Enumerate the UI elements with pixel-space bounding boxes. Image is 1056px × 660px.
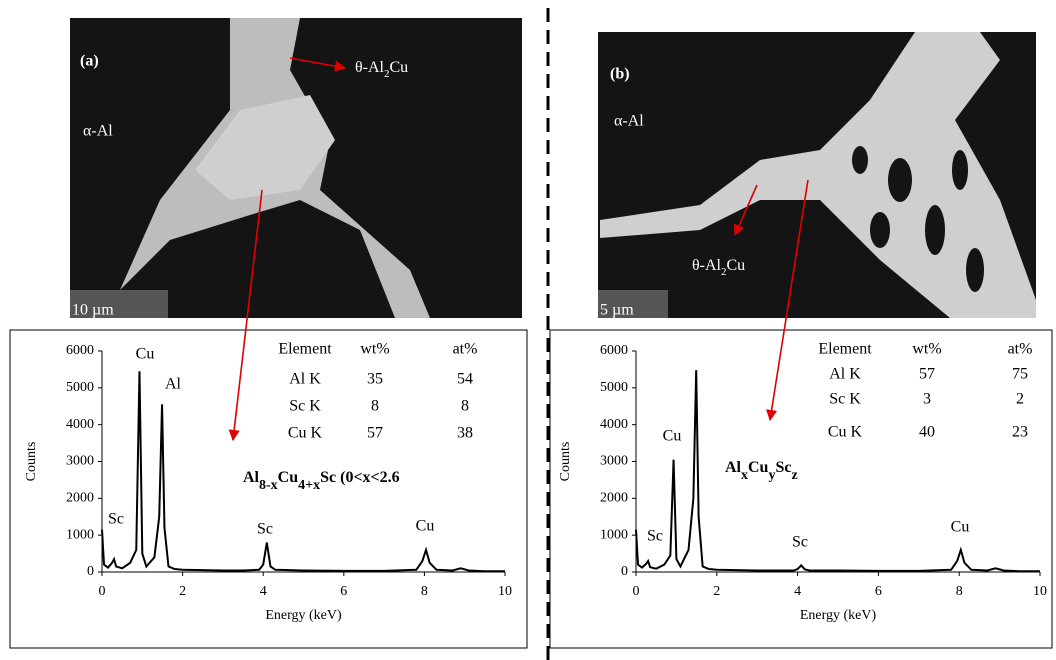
sem-image-a [70, 18, 522, 318]
x-tick-label: 0 [633, 584, 640, 599]
y-axis-title: Counts [24, 442, 39, 482]
y-tick-label: 2000 [600, 491, 628, 506]
table-header: Element [278, 341, 332, 358]
peak-label: Sc [792, 534, 808, 551]
table-cell: Al K [829, 366, 861, 383]
table-cell: 3 [923, 391, 931, 408]
x-axis-title: Energy (keV) [800, 608, 877, 623]
text-part: Cu [390, 59, 409, 76]
peak-label: Cu [951, 519, 970, 536]
table-cell: 35 [367, 371, 383, 388]
x-tick-label: 4 [260, 584, 267, 599]
subscript: z [791, 468, 797, 483]
table-cell: Cu K [828, 424, 863, 441]
peak-label: Sc [108, 511, 124, 528]
scale-label: 5 µm [600, 302, 634, 319]
table-header: at% [453, 341, 478, 358]
y-tick-label: 4000 [66, 417, 94, 432]
x-axis-title: Energy (keV) [265, 608, 342, 623]
subscript: 4+x [298, 478, 320, 493]
text-part: Al [725, 459, 742, 476]
table-cell: 40 [919, 424, 935, 441]
y-tick-label: 3000 [66, 454, 94, 469]
sem-image-b [598, 32, 1036, 318]
y-tick-label: 5000 [600, 380, 628, 395]
table-cell: 75 [1012, 366, 1028, 383]
y-tick-label: 2000 [66, 491, 94, 506]
peak-label: Cu [136, 346, 155, 363]
text-part: θ-Al [355, 59, 385, 76]
peak-label: Cu [663, 428, 682, 445]
y-tick-label: 6000 [66, 343, 94, 358]
panel-label: (b) [610, 66, 630, 83]
table-header: wt% [360, 341, 389, 358]
table-cell: Al K [289, 371, 321, 388]
y-tick-label: 5000 [66, 380, 94, 395]
table-header: Element [818, 341, 872, 358]
scale-label: 10 µm [72, 302, 114, 319]
y-tick-label: 0 [87, 564, 94, 579]
text-part: θ-Al [692, 257, 722, 274]
y-tick-label: 3000 [600, 454, 628, 469]
subscript: 8-x [259, 478, 278, 493]
text-part: Cu [278, 469, 299, 486]
table-cell: 54 [457, 371, 473, 388]
y-tick-label: 6000 [600, 343, 628, 358]
x-tick-label: 6 [875, 584, 882, 599]
peak-label: Cu [416, 518, 435, 535]
x-tick-label: 2 [179, 584, 186, 599]
matrix-label: α-Al [83, 123, 113, 140]
matrix-label: α-Al [614, 113, 644, 130]
x-tick-label: 10 [498, 584, 512, 599]
figure: (a) α-Al θ-Al 2 Cu 10 µm (b) α-Al θ-Al 2 Cu 5 µm 0 10… [0, 0, 1056, 660]
peak-label: Sc [647, 528, 663, 545]
x-tick-label: 8 [421, 584, 428, 599]
table-cell: 57 [919, 366, 935, 383]
x-tick-label: 2 [713, 584, 720, 599]
table-cell: Sc K [289, 398, 321, 415]
x-tick-label: 6 [340, 584, 347, 599]
table-cell: Cu K [288, 425, 323, 442]
x-tick-label: 10 [1033, 584, 1047, 599]
y-tick-label: 1000 [66, 527, 94, 542]
panel-label: (a) [80, 53, 99, 70]
table-header: wt% [912, 341, 941, 358]
y-tick-label: 1000 [600, 527, 628, 542]
y-tick-label: 0 [621, 564, 628, 579]
peak-label: Sc [257, 521, 273, 538]
x-tick-label: 8 [956, 584, 963, 599]
y-axis-title: Counts [558, 442, 573, 482]
table-cell: 57 [367, 425, 383, 442]
text-part: Sc [775, 459, 791, 476]
text-part: Sc (0<x<2.6 [320, 469, 400, 486]
text-part: Cu [748, 459, 769, 476]
subscript: x [741, 468, 748, 483]
x-tick-label: 4 [794, 584, 801, 599]
subscript: y [768, 468, 775, 483]
y-tick-label: 4000 [600, 417, 628, 432]
peak-label: Al [165, 376, 182, 393]
table-cell: Sc K [829, 391, 861, 408]
text-part: Cu [727, 257, 746, 274]
table-cell: 2 [1016, 391, 1024, 408]
table-cell: 8 [371, 398, 379, 415]
text-part: Al [243, 469, 260, 486]
table-cell: 8 [461, 398, 469, 415]
chart-frame-b [550, 330, 1052, 648]
table-header: at% [1008, 341, 1033, 358]
x-tick-label: 0 [99, 584, 106, 599]
table-cell: 23 [1012, 424, 1028, 441]
table-cell: 38 [457, 425, 473, 442]
